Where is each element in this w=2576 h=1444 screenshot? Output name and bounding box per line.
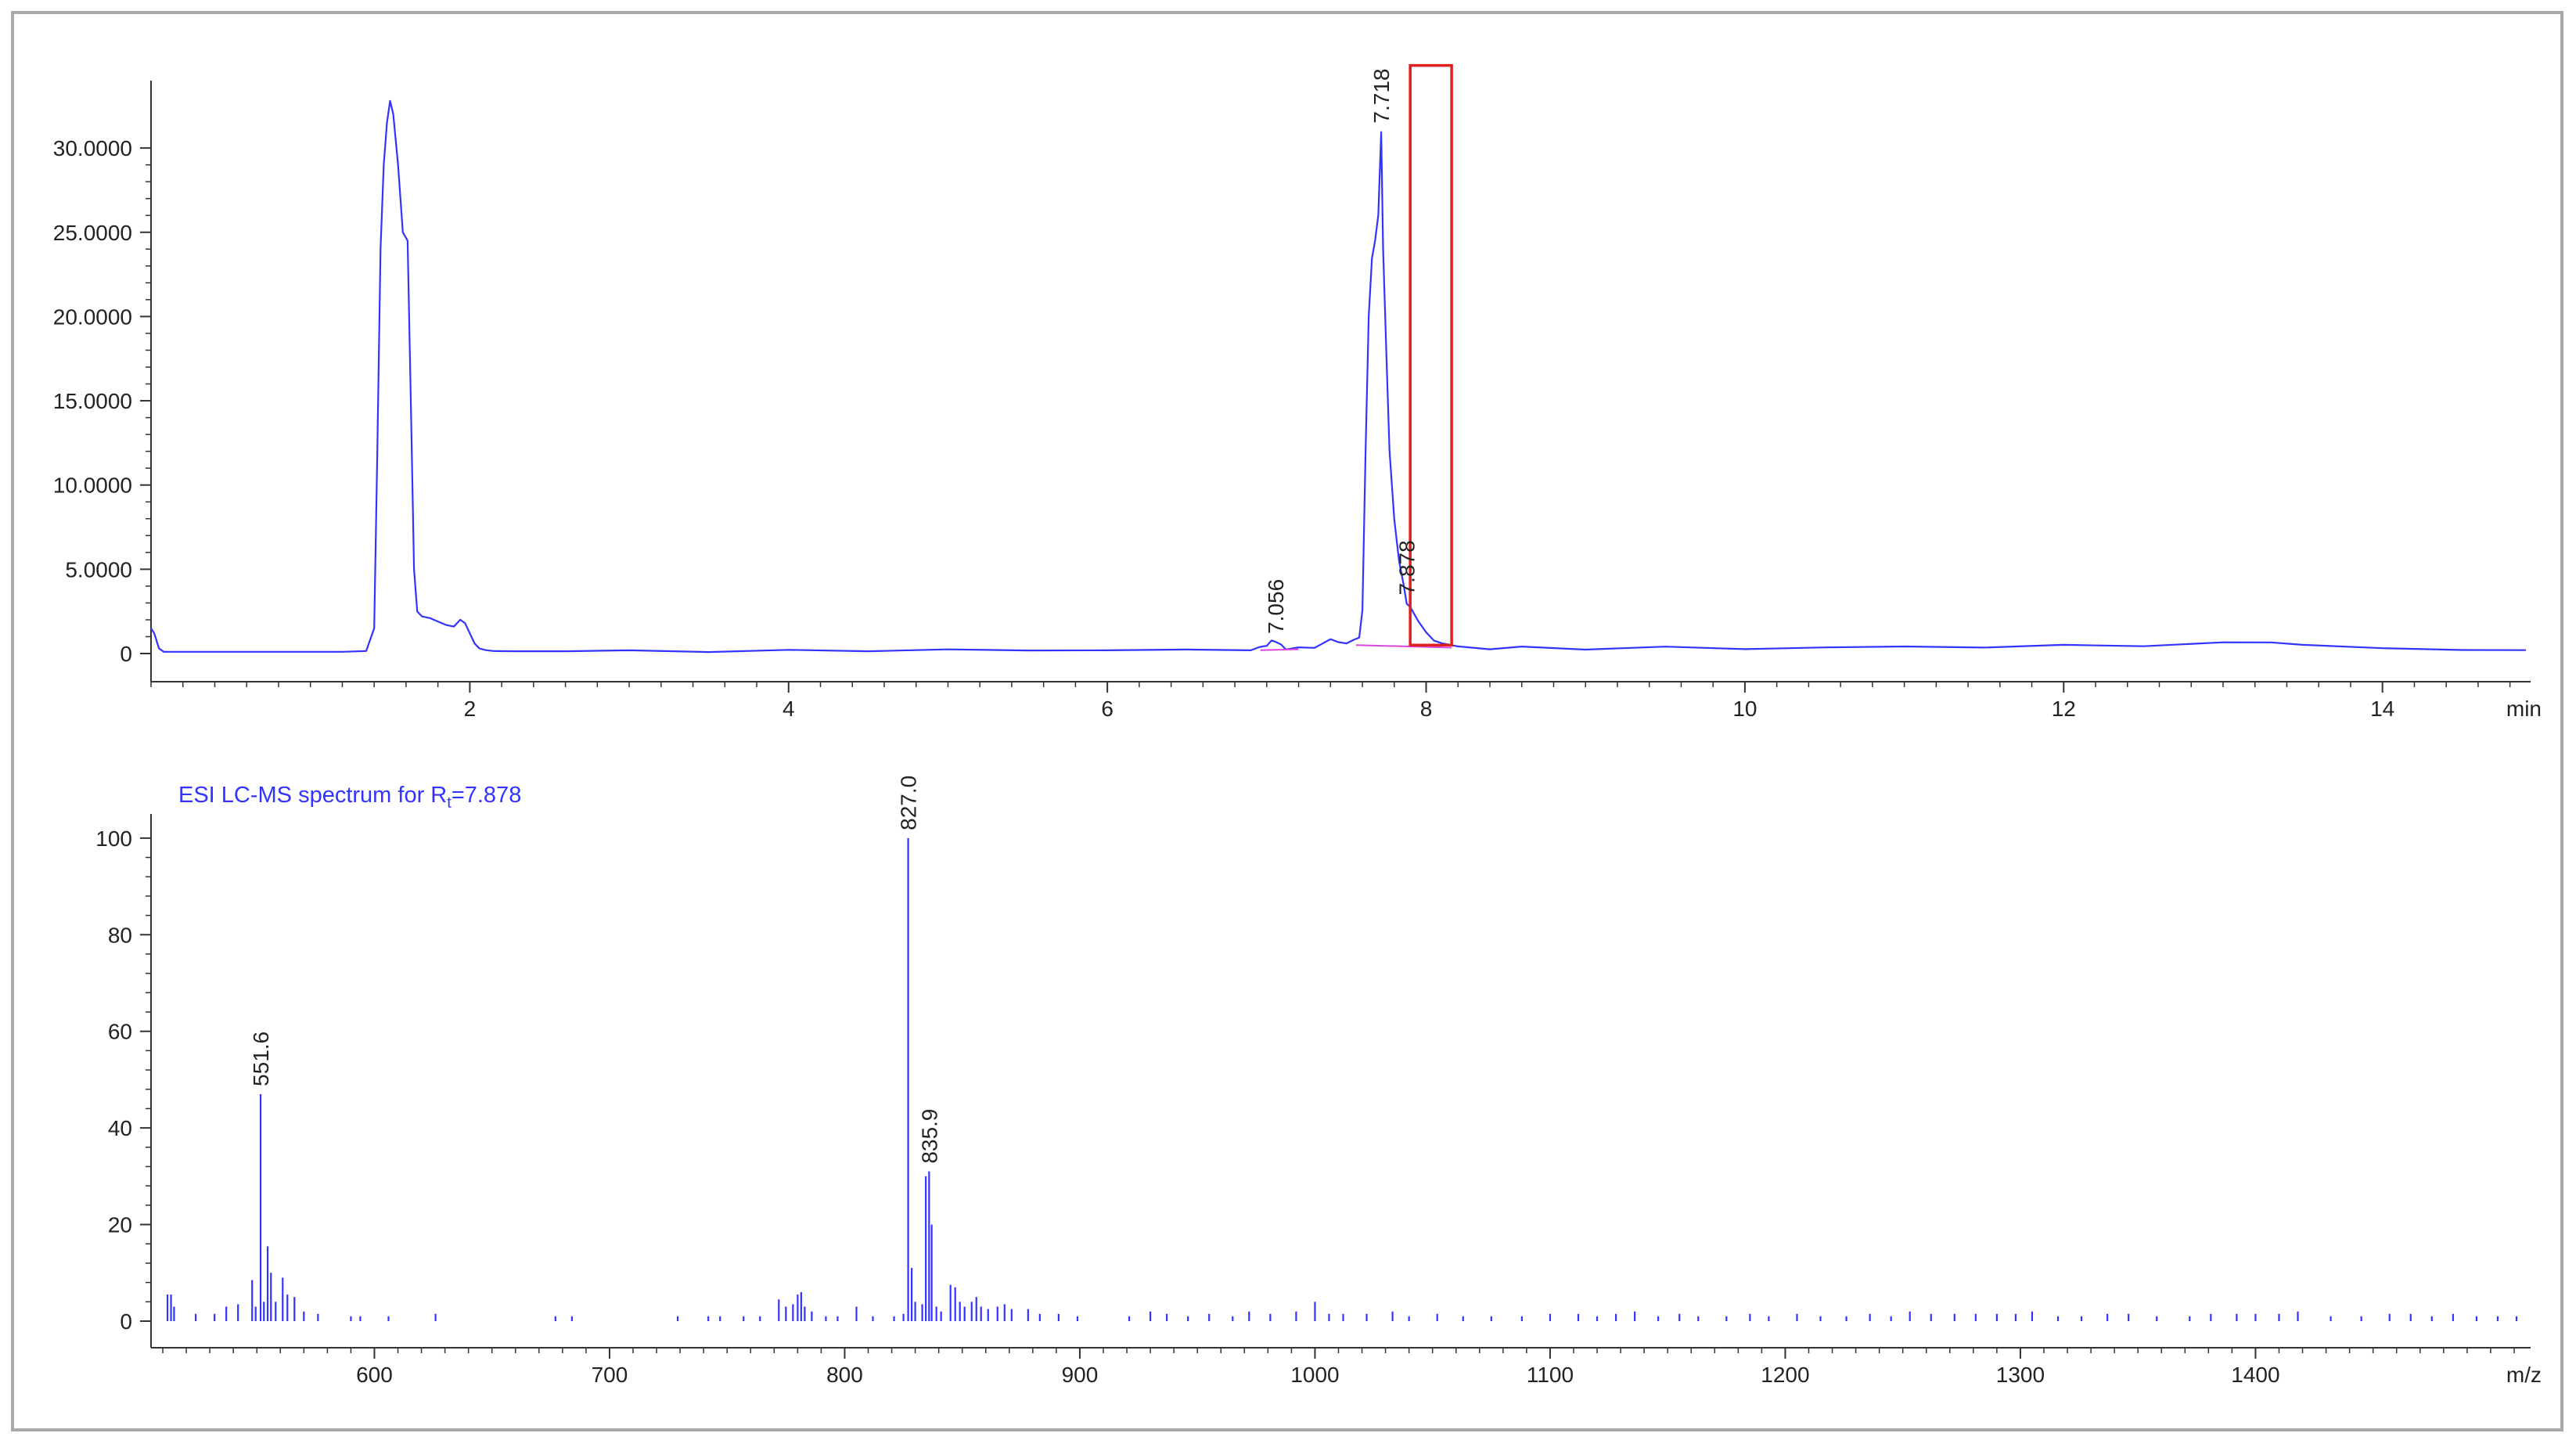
spectrum-x-tick-label: 1100 <box>1527 1363 1574 1387</box>
spectrum-y-tick-label: 20 <box>108 1213 132 1237</box>
spectrum-x-tick-label: 1000 <box>1290 1363 1339 1387</box>
spectrum-x-tick-label: 1200 <box>1761 1363 1809 1387</box>
chromatogram-y-tick-label: 0 <box>120 642 132 666</box>
peak-label: 7.056 <box>1264 579 1288 634</box>
spectrum-x-tick-label: 600 <box>356 1363 393 1387</box>
spectrum-x-tick-label: 900 <box>1062 1363 1099 1387</box>
mz-label: 551.6 <box>249 1032 273 1086</box>
chromatogram-y-tick-label: 30.0000 <box>53 136 132 160</box>
peak-label: 7.878 <box>1395 540 1419 595</box>
chromatogram-x-tick-label: 10 <box>1732 697 1757 721</box>
mz-label: 835.9 <box>917 1109 941 1164</box>
chromatogram-y-tick-label: 15.0000 <box>53 389 132 413</box>
chromatogram-x-tick-label: 2 <box>464 697 477 721</box>
spectrum-x-tick-label: 800 <box>826 1363 863 1387</box>
spectrum-y-tick-label: 0 <box>120 1309 132 1334</box>
chromatogram-trace <box>150 99 2527 654</box>
highlight-box <box>1409 63 1453 646</box>
spectrum-y-tick-label: 80 <box>108 923 132 947</box>
chromatogram-x-tick-label: 6 <box>1101 697 1114 721</box>
chromatogram-panel: 0 5.0000 10.0000 15.0000 20.0000 25.0000 30.00… <box>53 63 2542 721</box>
spectrum-y-tick-label: 40 <box>108 1116 132 1140</box>
spectrum-x-tick-label: 700 <box>592 1363 628 1387</box>
chromatogram-x-tick-label: 4 <box>783 697 795 721</box>
mass-spectrum-panel: ESI LC-MS spectrum for Rt=7.878 0 20 40 60 8… <box>95 776 2542 1387</box>
chromatogram-y-tick-label: 10.0000 <box>53 474 132 498</box>
chromatogram-x-axis-label: min <box>2506 697 2542 721</box>
chromatogram-y-tick-label: 25.0000 <box>53 221 132 245</box>
figure-frame <box>11 11 2563 1431</box>
peak-baseline <box>1355 644 1452 649</box>
peak-label: 7.718 <box>1369 69 1394 124</box>
chromatogram-x-tick-label: 14 <box>2370 697 2394 721</box>
spectrum-title: ESI LC-MS spectrum for Rt=7.878 <box>178 783 521 812</box>
spectrum-y-tick-label: 100 <box>95 826 132 851</box>
spectrum-x-axis-label: m/z <box>2506 1363 2542 1387</box>
chromatogram-y-tick-label: 5.0000 <box>65 557 132 582</box>
chromatogram-x-tick-label: 8 <box>1420 697 1433 721</box>
chromatogram-y-tick-label: 20.0000 <box>53 304 132 329</box>
spectrum-x-tick-label: 1300 <box>1996 1363 2045 1387</box>
spectrum-y-tick-label: 60 <box>108 1020 132 1044</box>
mz-label: 827.0 <box>897 776 921 830</box>
spectrum-x-tick-label: 1400 <box>2231 1363 2279 1387</box>
chromatogram-x-tick-label: 12 <box>2052 697 2076 721</box>
